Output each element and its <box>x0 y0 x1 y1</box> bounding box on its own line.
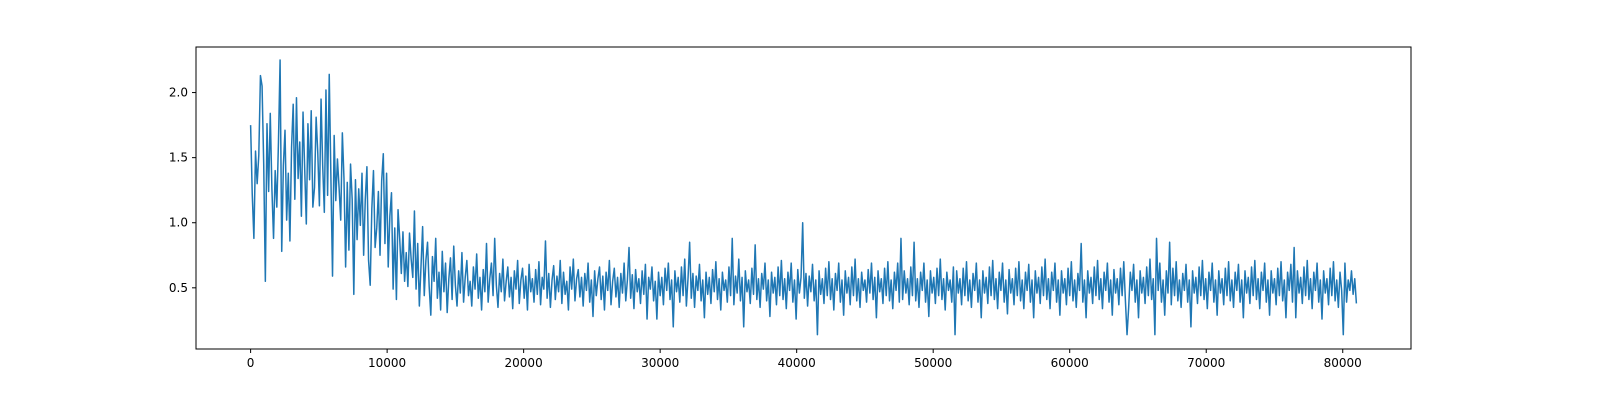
y-tick-label: 1.5 <box>169 151 188 165</box>
y-axis-ticks: 0.5 1.0 1.5 2.0 <box>169 86 196 295</box>
series-line <box>249 59 1358 336</box>
x-tick-label: 20000 <box>505 356 543 370</box>
x-tick-label: 80000 <box>1324 356 1362 370</box>
x-tick-label: 10000 <box>368 356 406 370</box>
y-tick-label: 0.5 <box>169 281 188 295</box>
y-tick-label: 2.0 <box>169 86 188 100</box>
x-tick-label: 60000 <box>1051 356 1089 370</box>
x-tick-label: 0 <box>247 356 255 370</box>
x-tick-label: 50000 <box>914 356 952 370</box>
x-tick-label: 40000 <box>778 356 816 370</box>
x-tick-label: 30000 <box>641 356 679 370</box>
x-axis-ticks: 0 10000 20000 30000 40000 50000 60000 70000 8000… <box>247 349 1362 370</box>
plot-area-frame <box>195 46 1412 350</box>
y-tick-label: 1.0 <box>169 216 188 230</box>
x-tick-label: 70000 <box>1187 356 1225 370</box>
